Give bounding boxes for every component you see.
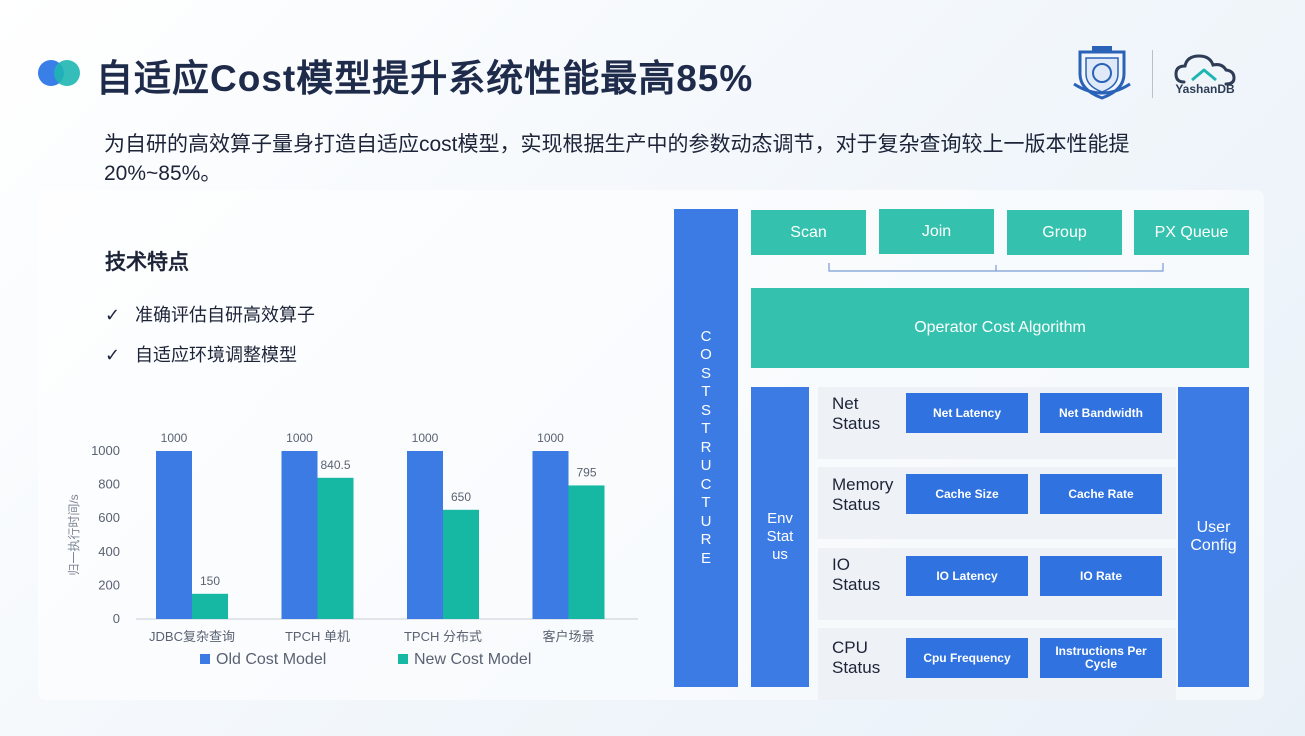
features-title: 技术特点 [105,251,189,274]
y-tick-label: 0 [113,611,120,626]
bar [407,451,443,619]
user-config-column: User Config [1178,387,1249,687]
operator-group: Group [1007,210,1122,255]
yashandb-logo-text: YashanDB [1175,82,1235,96]
page-title: 自适应Cost模型提升系统性能最高85% [96,58,754,99]
university-seal-icon [1073,46,1131,100]
cell-instructions-per-cycle: Instructions Per Cycle [1040,638,1162,678]
x-tick-label: TPCH 分布式 [404,629,482,644]
cell-net-latency: Net Latency [906,393,1028,433]
legend-swatch [200,654,210,664]
data-label: 1000 [286,431,313,445]
legend-swatch [398,654,408,664]
data-label: 840.5 [320,458,350,472]
env-status-label: Env Stat us [766,510,794,563]
bar-chart: 0 200 400 600 800 1000 归一执行时间/s 1000 150 JDBC复杂查询… [67,431,638,668]
data-label: 150 [200,574,220,588]
y-tick-label: 800 [98,477,120,492]
y-tick-label: 400 [98,544,120,559]
bar [443,509,479,619]
data-label: 650 [451,490,471,504]
subtitle: 为自研的高效算子量身打造自适应cost模型，实现根据生产中的参数动态调节，对于复… [104,133,1130,185]
data-label: 795 [576,465,596,479]
data-label: 1000 [161,431,188,445]
feature-item: ✓ 自适应环境调整模型 [105,341,297,367]
feature-item-label: 自适应环境调整模型 [135,345,297,365]
cloud-icon [1174,54,1236,86]
bar [281,451,318,619]
check-icon: ✓ [105,305,121,325]
row-label-net: Net Status [832,394,881,433]
logo-divider [1152,50,1153,98]
cell-io-rate: IO Rate [1040,556,1162,596]
bar [317,477,354,619]
row-label-memory: Memory Status [832,475,894,514]
x-tick-label: TPCH 单机 [285,629,350,644]
legend-label: New Cost Model [414,651,531,668]
legend-label: Old Cost Model [216,651,326,668]
bar [532,451,569,619]
data-label: 1000 [412,431,439,445]
row-label-io: IO Status [832,555,881,594]
cell-net-bandwidth: Net Bandwidth [1040,393,1162,433]
y-axis-label: 归一执行时间/s [67,494,81,575]
row-label-cpu: CPU Status [832,638,881,677]
feature-item-label: 准确评估自研高效算子 [135,305,315,325]
cell-io-latency: IO Latency [906,556,1028,596]
x-tick-label: 客户场景 [542,629,594,644]
data-label: 1000 [537,431,564,445]
user-config-label: User Config [1190,519,1237,554]
operator-scan: Scan [751,210,866,255]
y-tick-label: 1000 [91,443,120,458]
env-status-column: Env Stat us [751,387,809,687]
operator-cost-algorithm: Operator Cost Algorithm [751,288,1249,368]
title-bullet-dots [38,60,82,86]
cell-cache-rate: Cache Rate [1040,474,1162,514]
operator-join: Join [879,209,994,254]
check-icon: ✓ [105,345,121,365]
cost-structure-label: COST STRUCTURE [700,327,715,567]
cell-cpu-frequency: Cpu Frequency [906,638,1028,678]
bar [192,593,228,619]
operators-bracket [828,263,1164,272]
x-tick-label: JDBC复杂查询 [149,629,235,644]
bar [568,485,605,619]
cell-cache-size: Cache Size [906,474,1028,514]
feature-item: ✓ 准确评估自研高效算子 [105,301,315,327]
cost-structure-column: COST STRUCTURE [674,209,738,687]
operator-px-queue: PX Queue [1134,210,1249,255]
y-tick-label: 200 [98,577,120,592]
bar [156,451,192,619]
y-tick-label: 600 [98,510,120,525]
